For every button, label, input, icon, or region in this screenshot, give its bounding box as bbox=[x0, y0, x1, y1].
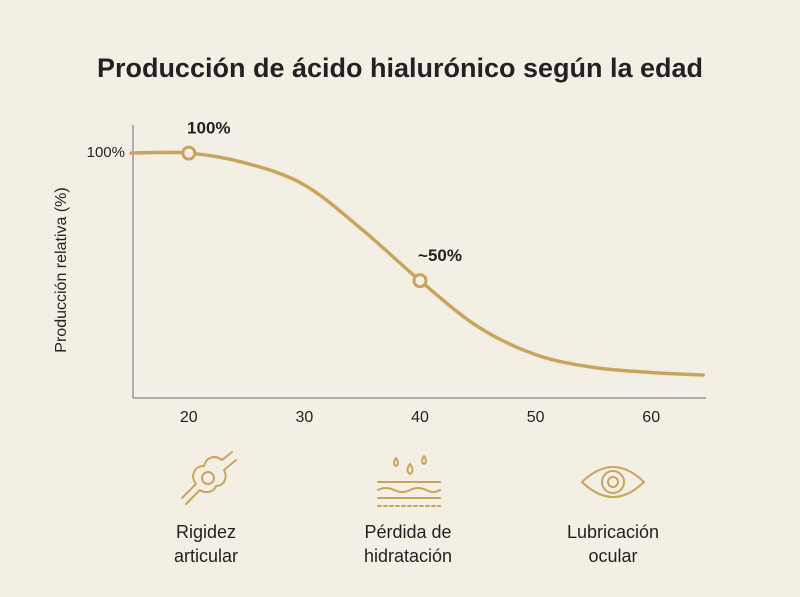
eye-icon bbox=[581, 466, 645, 498]
hydration-icon bbox=[377, 455, 441, 507]
annotation-marker bbox=[412, 273, 428, 289]
effect-label: Rigidez bbox=[176, 522, 236, 542]
effects: Rigidez articular Pérdida de hidratación Lub… bbox=[174, 522, 659, 566]
annotation-label: ~50% bbox=[418, 246, 462, 265]
effect-label: articular bbox=[174, 546, 238, 566]
y-tick-label: 100% bbox=[87, 144, 125, 161]
x-tick-label: 50 bbox=[527, 409, 545, 426]
effect-label: Lubricación bbox=[567, 522, 659, 542]
effect-label: Pérdida de bbox=[364, 522, 451, 542]
x-tick-label: 40 bbox=[411, 409, 429, 426]
annotation-label: 100% bbox=[187, 119, 230, 138]
x-tick-label: 20 bbox=[180, 409, 198, 426]
x-tick-label: 30 bbox=[296, 409, 314, 426]
annotation-marker bbox=[181, 145, 197, 161]
y-axis-label: Producción relativa (%) bbox=[53, 187, 70, 352]
effect-label: ocular bbox=[588, 546, 637, 566]
chart-title: Producción de ácido hialurónico según la… bbox=[97, 53, 703, 83]
effect-label: hidratación bbox=[364, 546, 452, 566]
joint-icon bbox=[181, 451, 237, 505]
x-tick-label: 60 bbox=[642, 409, 660, 426]
